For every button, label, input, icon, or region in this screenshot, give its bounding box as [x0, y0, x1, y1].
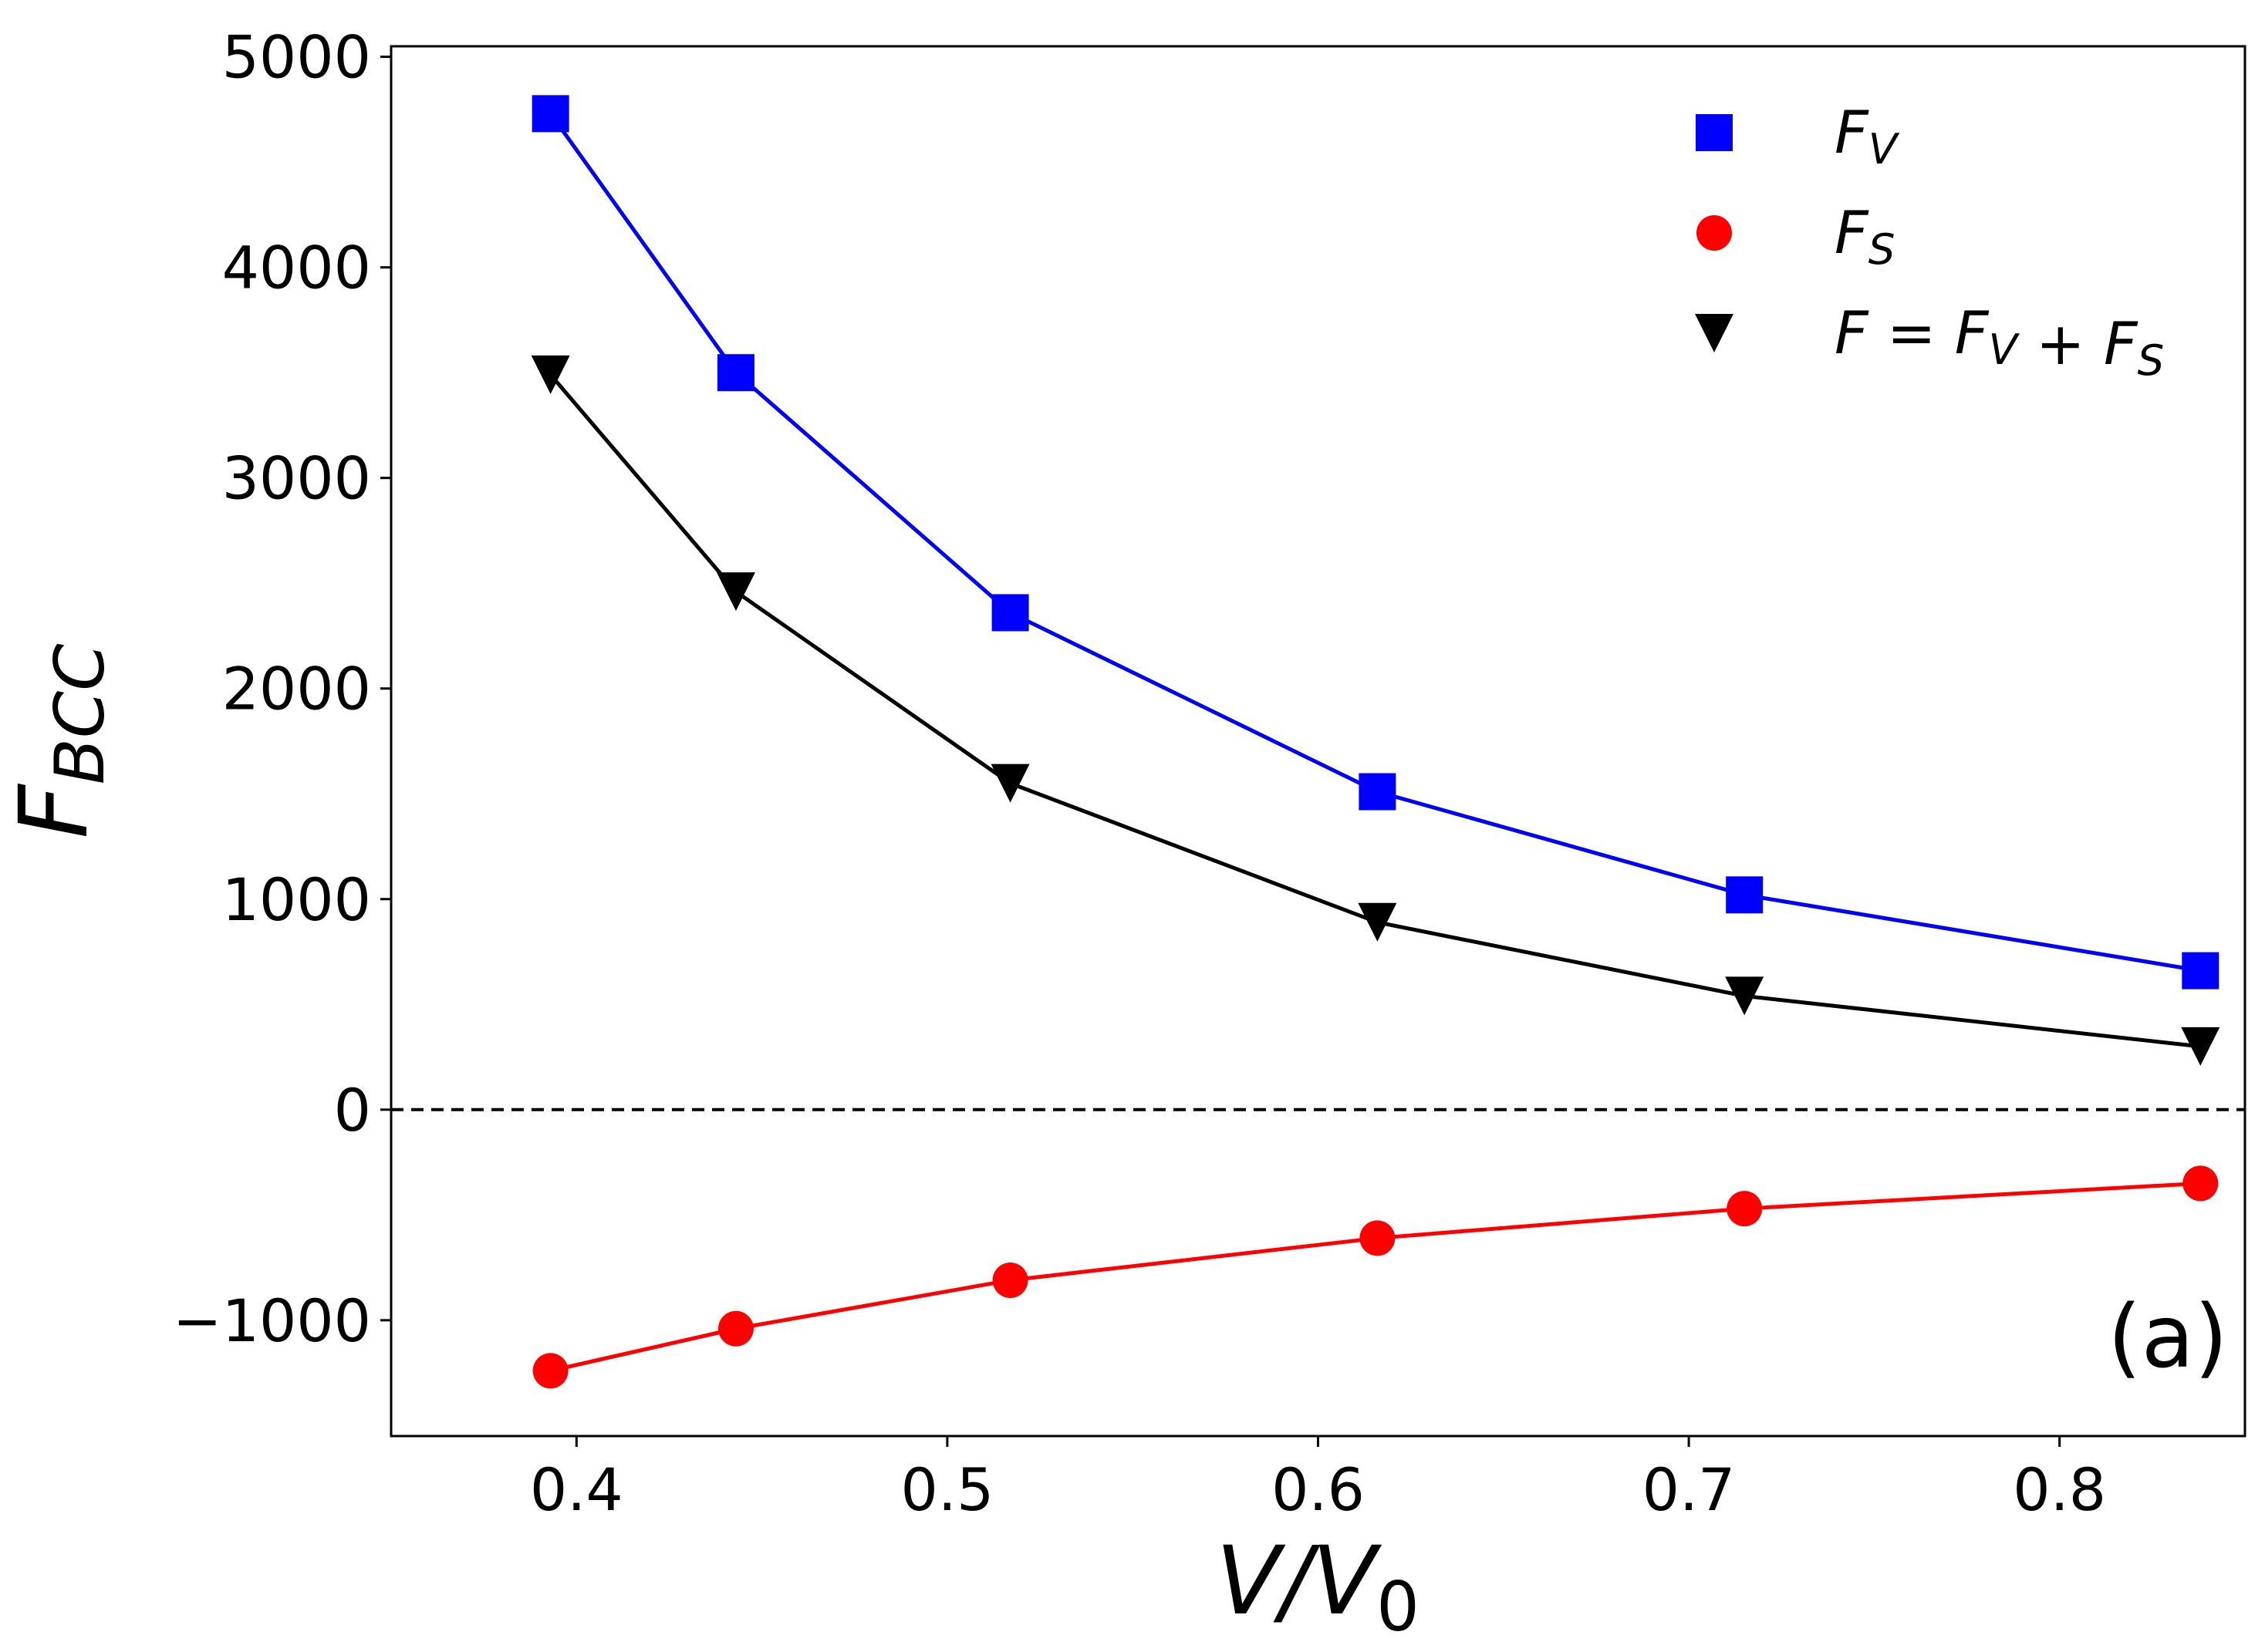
data-point-FS [2182, 1165, 2219, 1202]
x-tick-label: 0.6 [1271, 1455, 1365, 1524]
legend-label-FV: FV [1835, 98, 1900, 174]
data-point-FV [2182, 952, 2219, 990]
y-tick-label: 4000 [222, 234, 371, 302]
legend-marker-FV [1696, 114, 1733, 151]
legend: FV FS F = FV + FS [1695, 98, 2164, 385]
data-point-FV [1359, 773, 1396, 811]
data-point-FV [1726, 876, 1764, 914]
legend-marker-F [1695, 314, 1733, 352]
y-axis-label: FBCC [0, 643, 120, 839]
y-tick-label: 1000 [222, 865, 371, 934]
data-point-FS [992, 1262, 1028, 1298]
y-tick-label: 2000 [222, 655, 371, 723]
x-tick-label: 0.4 [530, 1455, 623, 1524]
plot-area [391, 46, 2245, 1436]
x-tick-label: 0.7 [1642, 1455, 1736, 1524]
legend-label-F: F = FV + FS [1835, 298, 2164, 385]
data-point-FS [717, 1310, 754, 1347]
legend-marker-FS [1696, 215, 1732, 251]
series-line-FV [549, 112, 2201, 973]
y-tick-label: −1000 [173, 1286, 371, 1355]
data-point-F [1358, 902, 1397, 942]
series-line-F [549, 373, 2201, 1049]
series-line-FS [550, 1181, 2201, 1373]
y-tick-label: 3000 [222, 444, 371, 513]
panel-annotation: (a) [2108, 1287, 2228, 1387]
x-tick-label: 0.5 [900, 1455, 994, 1524]
data-point-F [716, 572, 755, 612]
data-point-FV [991, 594, 1029, 632]
data-point-F [1725, 976, 1764, 1016]
data-point-FV [717, 354, 754, 392]
data-point-FS [1727, 1191, 1763, 1227]
data-point-F [2181, 1027, 2220, 1066]
data-point-FS [532, 1353, 569, 1389]
y-tick-label: 5000 [222, 23, 371, 92]
x-tick-label: 0.8 [2013, 1455, 2106, 1524]
data-point-F [991, 764, 1030, 803]
y-tick-label: 0 [334, 1076, 371, 1145]
data-point-FV [532, 95, 569, 133]
data-point-F [531, 355, 570, 394]
data-point-FS [1359, 1220, 1396, 1256]
legend-label-FS: FS [1835, 198, 1895, 274]
x-axis-label: V/V0 [1216, 1526, 1419, 1647]
